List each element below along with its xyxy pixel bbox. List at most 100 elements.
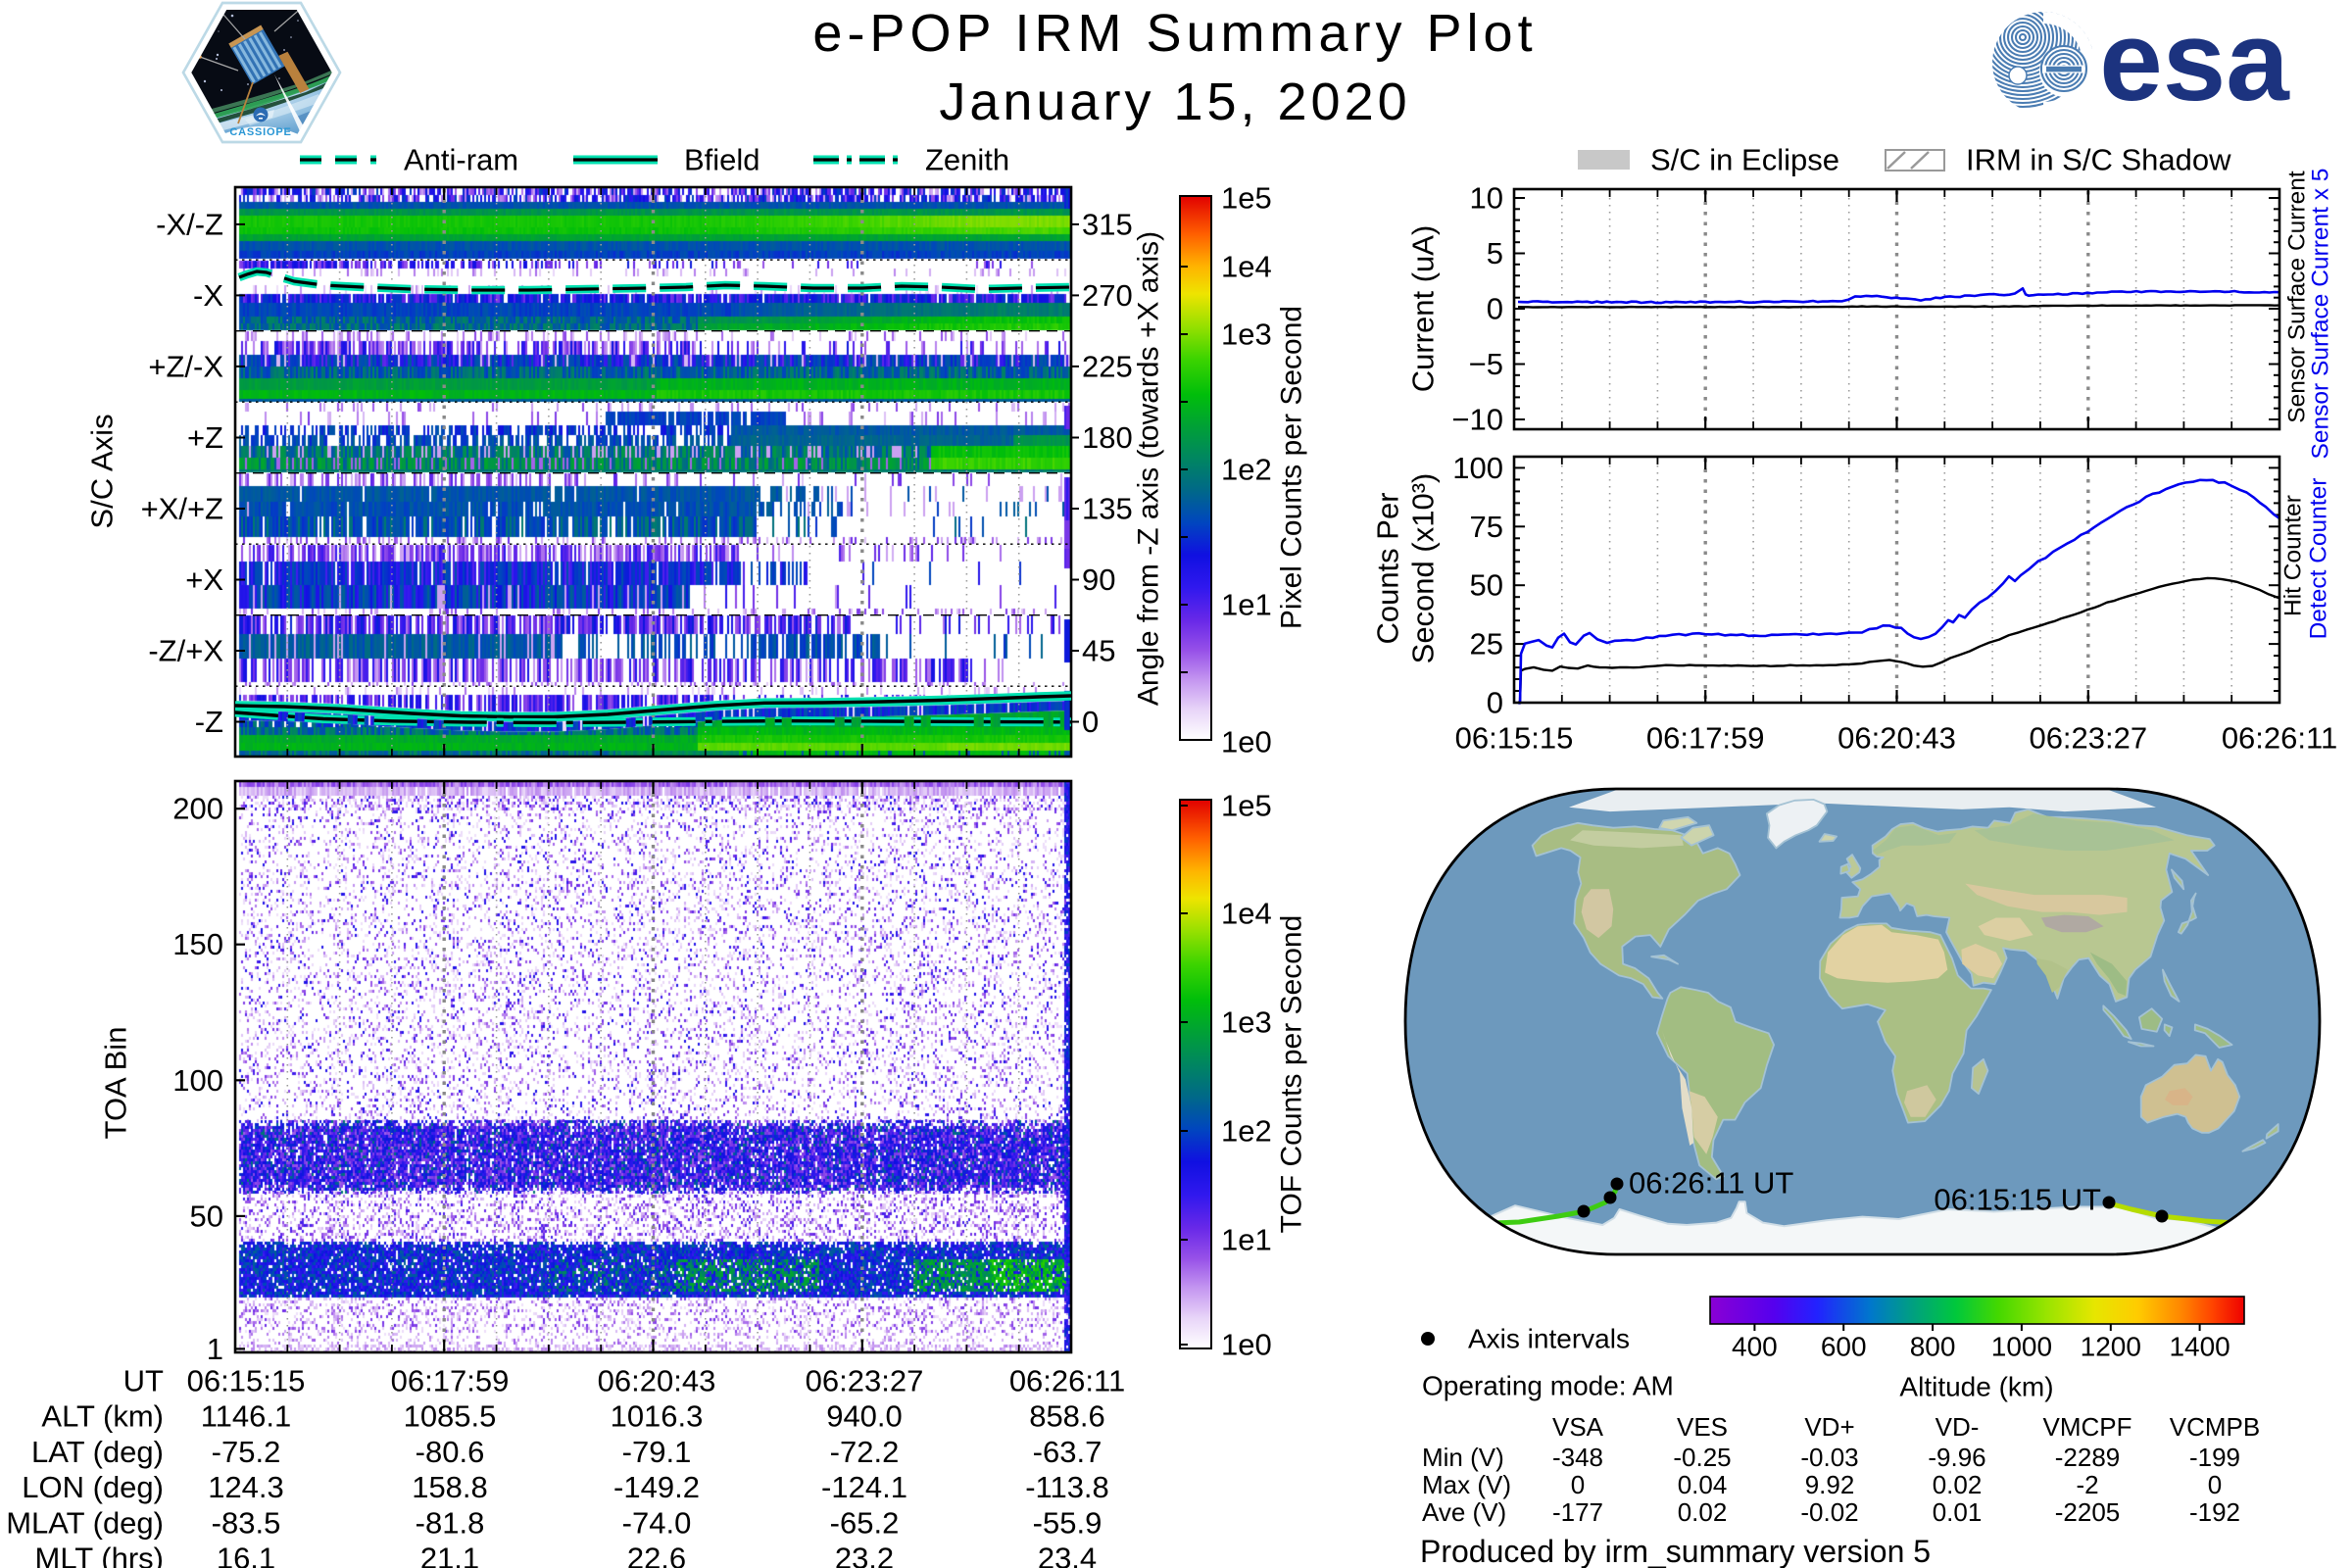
svg-text:esa: esa bbox=[2099, 0, 2290, 124]
svg-text:1: 1 bbox=[207, 1332, 223, 1366]
svg-text:16.1: 16.1 bbox=[217, 1542, 275, 1568]
svg-text:45: 45 bbox=[1082, 634, 1115, 668]
svg-text:06:17:59: 06:17:59 bbox=[1646, 721, 1765, 756]
svg-text:−10: −10 bbox=[1451, 403, 1503, 437]
svg-text:06:15:15: 06:15:15 bbox=[187, 1364, 306, 1398]
svg-text:Pixel Counts per Second: Pixel Counts per Second bbox=[1276, 306, 1308, 629]
svg-text:-83.5: -83.5 bbox=[212, 1505, 281, 1540]
svg-text:e-POP IRM Summary Plot: e-POP IRM Summary Plot bbox=[812, 4, 1537, 63]
svg-text:-199: -199 bbox=[2189, 1443, 2240, 1472]
svg-text:1e0: 1e0 bbox=[1221, 725, 1272, 760]
svg-text:IRM in S/C Shadow: IRM in S/C Shadow bbox=[1966, 143, 2231, 177]
svg-text:800: 800 bbox=[1910, 1332, 1956, 1362]
svg-text:225: 225 bbox=[1082, 349, 1133, 383]
svg-text:LON (deg): LON (deg) bbox=[22, 1470, 164, 1504]
svg-text:-72.2: -72.2 bbox=[830, 1435, 900, 1469]
svg-text:-63.7: -63.7 bbox=[1033, 1435, 1102, 1469]
svg-text:1200: 1200 bbox=[2081, 1332, 2141, 1362]
svg-text:0.01: 0.01 bbox=[1933, 1497, 1983, 1527]
svg-text:1e1: 1e1 bbox=[1221, 588, 1272, 622]
svg-text:06:20:43: 06:20:43 bbox=[598, 1364, 716, 1398]
svg-text:50: 50 bbox=[1470, 568, 1503, 603]
svg-text:1146.1: 1146.1 bbox=[201, 1399, 292, 1434]
svg-text:+X: +X bbox=[185, 563, 223, 597]
svg-text:Min (V): Min (V) bbox=[1422, 1443, 1504, 1472]
svg-text:Angle from -Z axis (towards +X: Angle from -Z axis (towards +X axis) bbox=[1133, 231, 1165, 706]
svg-text:1085.5: 1085.5 bbox=[404, 1399, 497, 1434]
svg-text:06:23:27: 06:23:27 bbox=[806, 1364, 924, 1398]
svg-text:50: 50 bbox=[190, 1199, 223, 1233]
svg-text:06:15:15: 06:15:15 bbox=[1455, 721, 1574, 756]
svg-text:Counts Per: Counts Per bbox=[1371, 492, 1405, 644]
svg-text:22.6: 22.6 bbox=[627, 1542, 686, 1568]
svg-text:-74.0: -74.0 bbox=[622, 1505, 692, 1540]
svg-text:Operating mode: AM: Operating mode: AM bbox=[1422, 1371, 1674, 1401]
svg-text:Axis intervals: Axis intervals bbox=[1468, 1324, 1630, 1354]
svg-text:06:26:11: 06:26:11 bbox=[2222, 721, 2337, 756]
svg-text:0: 0 bbox=[2208, 1470, 2222, 1499]
svg-text:S/C Axis: S/C Axis bbox=[85, 414, 120, 528]
svg-text:-2: -2 bbox=[2076, 1470, 2098, 1499]
svg-text:25: 25 bbox=[1470, 627, 1503, 662]
svg-text:600: 600 bbox=[1821, 1332, 1867, 1362]
svg-text:VD-: VD- bbox=[1936, 1412, 1980, 1442]
svg-text:1e0: 1e0 bbox=[1221, 1328, 1272, 1362]
svg-text:Max (V): Max (V) bbox=[1422, 1470, 1511, 1499]
svg-text:315: 315 bbox=[1082, 207, 1133, 241]
svg-text:Sensor Surface Current x 5: Sensor Surface Current x 5 bbox=[2308, 169, 2334, 460]
svg-text:-348: -348 bbox=[1552, 1443, 1603, 1472]
svg-text:Ave (V): Ave (V) bbox=[1422, 1497, 1506, 1527]
svg-text:1016.3: 1016.3 bbox=[611, 1399, 704, 1434]
svg-text:1e5: 1e5 bbox=[1221, 181, 1272, 216]
svg-text:Bfield: Bfield bbox=[684, 143, 760, 177]
svg-text:-124.1: -124.1 bbox=[821, 1470, 907, 1504]
svg-text:1e4: 1e4 bbox=[1221, 897, 1272, 931]
svg-text:Altitude (km): Altitude (km) bbox=[1899, 1372, 2053, 1402]
svg-text:-0.25: -0.25 bbox=[1673, 1443, 1731, 1472]
svg-text:100: 100 bbox=[172, 1063, 223, 1098]
svg-text:VCMPB: VCMPB bbox=[2170, 1412, 2260, 1442]
svg-text:1e3: 1e3 bbox=[1221, 1005, 1272, 1040]
svg-text:VES: VES bbox=[1677, 1412, 1728, 1442]
svg-text:1e3: 1e3 bbox=[1221, 318, 1272, 352]
svg-text:-81.8: -81.8 bbox=[416, 1505, 485, 1540]
svg-text:VD+: VD+ bbox=[1804, 1412, 1854, 1442]
svg-text:180: 180 bbox=[1082, 420, 1133, 455]
svg-text:Second (x10³): Second (x10³) bbox=[1406, 473, 1441, 664]
svg-text:Zenith: Zenith bbox=[925, 143, 1009, 177]
svg-text:1000: 1000 bbox=[1991, 1332, 2052, 1362]
svg-text:1e2: 1e2 bbox=[1221, 453, 1272, 487]
svg-text:VSA: VSA bbox=[1552, 1412, 1604, 1442]
svg-text:21.1: 21.1 bbox=[420, 1542, 479, 1568]
svg-text:MLAT (deg): MLAT (deg) bbox=[6, 1505, 164, 1540]
svg-text:10: 10 bbox=[1470, 181, 1503, 216]
svg-text:-80.6: -80.6 bbox=[416, 1435, 485, 1469]
svg-text:Sensor Surface Current: Sensor Surface Current bbox=[2284, 171, 2311, 423]
svg-text:06:23:27: 06:23:27 bbox=[2029, 721, 2147, 756]
svg-text:0: 0 bbox=[1082, 705, 1099, 739]
svg-text:-Z: -Z bbox=[195, 705, 223, 739]
svg-text:0.04: 0.04 bbox=[1678, 1470, 1728, 1499]
svg-text:Anti-ram: Anti-ram bbox=[404, 143, 518, 177]
svg-text:-113.8: -113.8 bbox=[1025, 1470, 1109, 1504]
svg-text:06:17:59: 06:17:59 bbox=[391, 1364, 510, 1398]
svg-text:-192: -192 bbox=[2189, 1497, 2240, 1527]
svg-text:06:26:11: 06:26:11 bbox=[1009, 1364, 1125, 1398]
svg-text:−5: −5 bbox=[1469, 347, 1503, 381]
svg-text:MLT (hrs): MLT (hrs) bbox=[35, 1542, 164, 1568]
svg-text:100: 100 bbox=[1452, 451, 1503, 485]
svg-text:270: 270 bbox=[1082, 278, 1133, 313]
svg-text:-X: -X bbox=[193, 278, 223, 313]
svg-text:-2289: -2289 bbox=[2055, 1443, 2121, 1472]
svg-text:LAT (deg): LAT (deg) bbox=[31, 1435, 164, 1469]
svg-text:ALT (km): ALT (km) bbox=[41, 1399, 164, 1434]
svg-text:-177: -177 bbox=[1552, 1497, 1603, 1527]
svg-text:-0.03: -0.03 bbox=[1800, 1443, 1858, 1472]
svg-text:1400: 1400 bbox=[2169, 1332, 2230, 1362]
svg-text:-2205: -2205 bbox=[2055, 1497, 2121, 1527]
svg-text:1e2: 1e2 bbox=[1221, 1114, 1272, 1149]
svg-text:1e1: 1e1 bbox=[1221, 1223, 1272, 1257]
svg-text:23.4: 23.4 bbox=[1038, 1542, 1097, 1568]
svg-text:+Z: +Z bbox=[187, 420, 223, 455]
svg-text:January 15, 2020: January 15, 2020 bbox=[939, 73, 1410, 131]
